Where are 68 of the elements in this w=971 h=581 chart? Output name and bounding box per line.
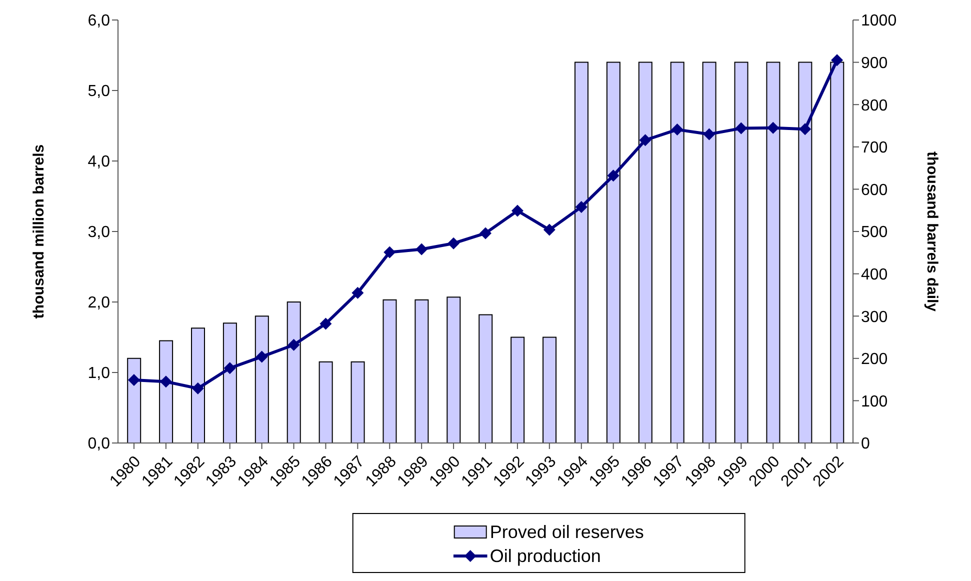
y-tick-label: 5,0 xyxy=(88,83,110,100)
y2-tick-label: 900 xyxy=(861,54,888,72)
bar xyxy=(766,62,780,443)
bar xyxy=(414,299,429,443)
y2-tick-label: 100 xyxy=(861,393,888,410)
point xyxy=(224,362,236,374)
bar xyxy=(830,62,844,443)
y-axis-title: thousand million barrels xyxy=(30,144,48,319)
point xyxy=(448,237,460,250)
bar xyxy=(286,302,301,443)
bar xyxy=(670,62,684,443)
bar xyxy=(159,340,174,443)
bar xyxy=(382,299,397,443)
bar xyxy=(350,361,365,443)
point xyxy=(543,224,556,236)
point xyxy=(799,123,812,136)
bar xyxy=(127,358,142,443)
point xyxy=(256,350,268,363)
point xyxy=(703,128,716,140)
y-tick-label: 4,0 xyxy=(88,154,110,171)
bar xyxy=(606,62,620,443)
point xyxy=(416,243,428,256)
y2-tick-label: 0 xyxy=(861,436,870,453)
y-tick-label: 3,0 xyxy=(88,224,110,242)
legend-label: Proved oil reserves xyxy=(490,522,644,542)
y-tick-label: 2,0 xyxy=(88,294,110,312)
y2-tick-label: 700 xyxy=(861,140,888,157)
y-tick-label: 6,0 xyxy=(88,12,110,30)
point xyxy=(384,246,396,258)
point xyxy=(767,122,780,134)
point xyxy=(575,200,588,213)
y2-tick-label: 500 xyxy=(861,224,888,242)
bar xyxy=(638,62,652,443)
bar xyxy=(542,336,557,443)
point xyxy=(352,286,364,299)
bar xyxy=(510,336,525,443)
y-tick-label: 1,0 xyxy=(88,365,110,382)
point xyxy=(607,170,620,182)
bar xyxy=(191,328,205,443)
point xyxy=(671,124,684,136)
bar xyxy=(446,296,461,443)
point xyxy=(480,227,492,240)
y2-tick-label: 800 xyxy=(861,97,888,114)
point xyxy=(831,54,844,66)
y2-axis-title: thousand barrels daily xyxy=(924,151,941,312)
y2-tick-label: 200 xyxy=(861,351,888,368)
y2-tick-label: 1000 xyxy=(861,12,897,30)
bar xyxy=(798,62,812,443)
point xyxy=(320,318,332,330)
bar xyxy=(734,62,748,443)
bar xyxy=(318,361,333,443)
y2-tick-label: 300 xyxy=(861,308,888,326)
bar xyxy=(254,316,269,443)
bar xyxy=(702,62,716,443)
bar xyxy=(574,62,588,443)
point xyxy=(160,376,172,388)
y2-tick-label: 400 xyxy=(861,266,888,284)
bar xyxy=(478,314,493,443)
point xyxy=(192,382,204,394)
point xyxy=(639,134,652,146)
point xyxy=(288,338,300,351)
point xyxy=(128,374,140,386)
point xyxy=(735,122,748,134)
point xyxy=(511,204,524,217)
legend-label: Oil production xyxy=(490,546,601,566)
bar xyxy=(222,322,237,443)
y2-tick-label: 600 xyxy=(861,182,888,199)
y-tick-label: 0,0 xyxy=(88,436,110,453)
